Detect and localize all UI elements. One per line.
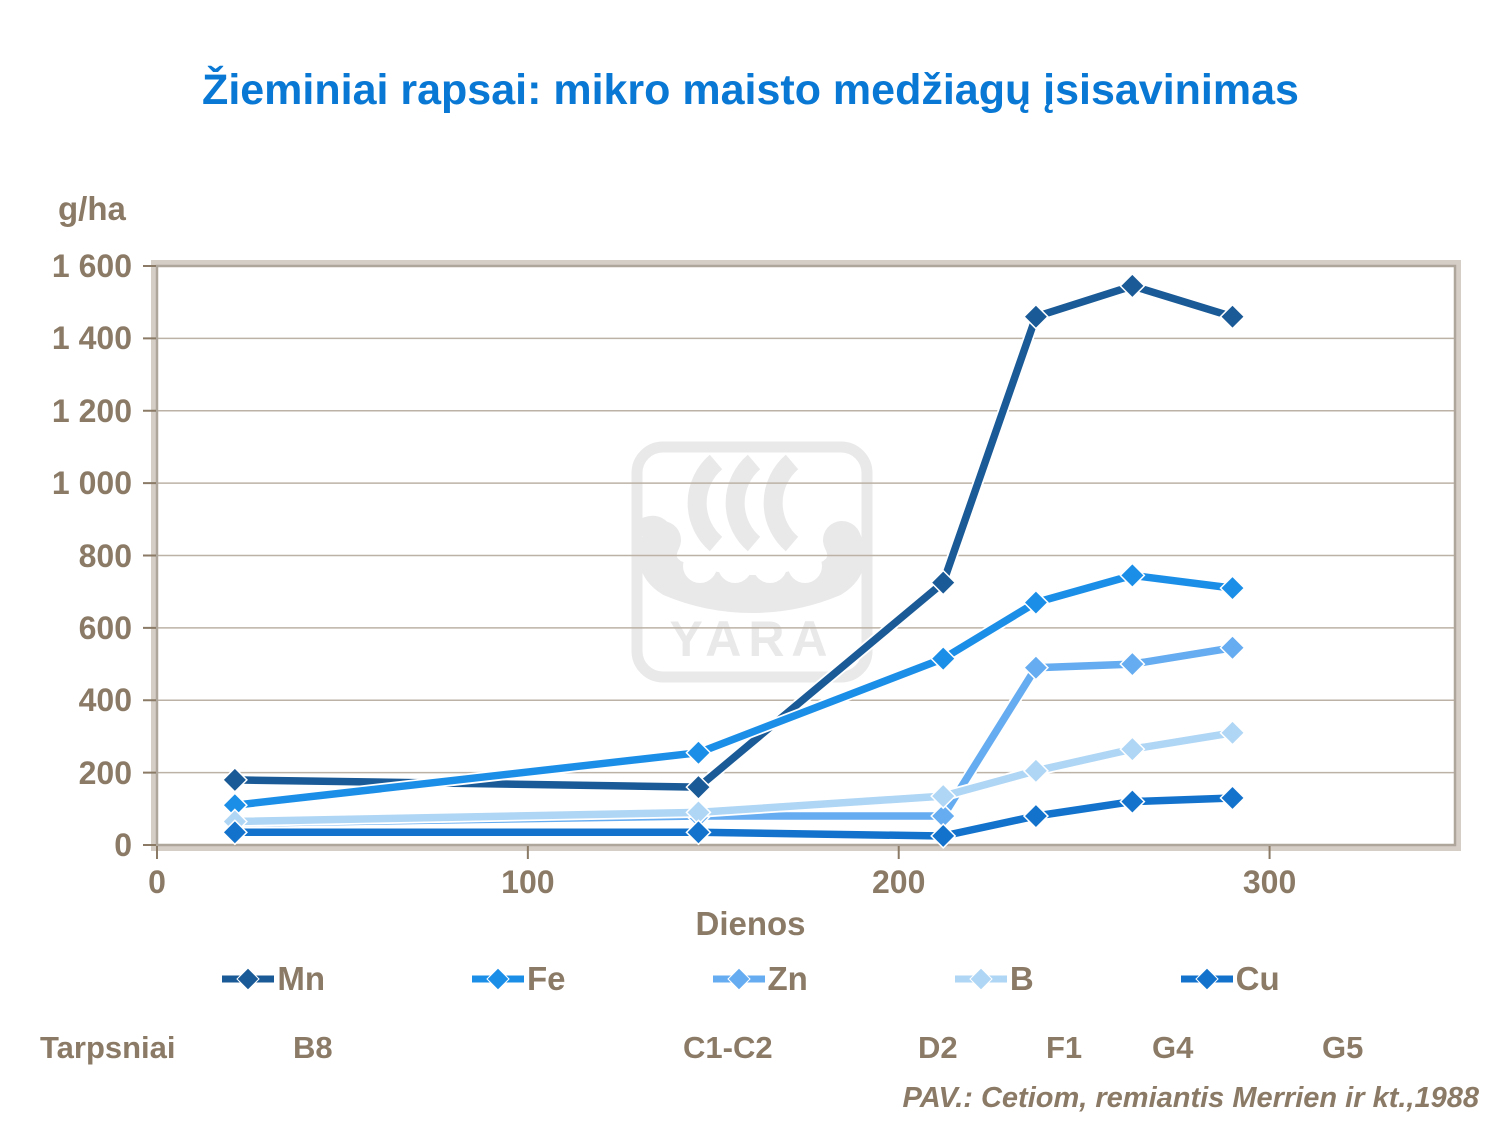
data-point-marker-mn bbox=[685, 774, 712, 801]
x-tick-label: 100 bbox=[501, 864, 555, 900]
y-tick-label: 0 bbox=[114, 827, 132, 863]
legend-marker-icon bbox=[222, 967, 275, 991]
data-point-marker-b bbox=[221, 808, 248, 835]
series-line-fe bbox=[234, 571, 1233, 809]
legend-item-mn: Mn bbox=[221, 960, 325, 998]
y-tick-label: 600 bbox=[78, 609, 132, 646]
series-line-casing-cu bbox=[234, 792, 1233, 842]
legend-item-zn: Zn bbox=[712, 960, 808, 998]
watermark-frame bbox=[631, 441, 873, 683]
y-tick-label: 400 bbox=[78, 682, 132, 719]
x-axis-title: Dienos bbox=[695, 905, 806, 942]
legend-label: B bbox=[1009, 960, 1034, 997]
y-tick-label: 1 000 bbox=[51, 465, 132, 502]
series-line-mn bbox=[234, 282, 1234, 791]
stage-label-f1: F1 bbox=[1046, 1030, 1083, 1065]
y-tick-label: 800 bbox=[78, 537, 132, 574]
data-point-marker-zn bbox=[1022, 654, 1049, 681]
source-citation: PAV.: Cetiom, remiantis Merrien ir kt.,1… bbox=[902, 1082, 1479, 1114]
y-tick-label: 1 600 bbox=[51, 248, 132, 284]
stage-label-d2: D2 bbox=[918, 1030, 958, 1065]
y-tick-label: 200 bbox=[78, 754, 132, 791]
legend: Mn Fe Zn B Cu bbox=[0, 960, 1501, 998]
data-point-marker-cu bbox=[221, 819, 248, 846]
series-line-casing-mn bbox=[234, 280, 1235, 793]
stage-label-g4: G4 bbox=[1152, 1030, 1194, 1065]
data-point-marker-b bbox=[1119, 736, 1146, 763]
stage-row-caption: Tarpsniai bbox=[40, 1030, 176, 1065]
x-tick-label: 200 bbox=[872, 864, 926, 900]
legend-label: Fe bbox=[526, 960, 566, 997]
data-point-marker-cu bbox=[685, 819, 712, 846]
yara-watermark-text: YARA bbox=[669, 611, 834, 667]
data-point-marker-zn bbox=[221, 810, 248, 837]
legend-marker-icon bbox=[712, 967, 765, 991]
plot-frame bbox=[155, 264, 1457, 847]
data-point-marker-b bbox=[685, 799, 712, 826]
data-point-marker-zn bbox=[685, 802, 712, 830]
data-point-marker-b bbox=[1022, 757, 1049, 784]
data-point-marker-fe bbox=[1119, 562, 1146, 589]
viking-ship-icon bbox=[638, 454, 866, 614]
y-tick-label: 1 200 bbox=[51, 392, 132, 429]
legend-marker-icon bbox=[471, 967, 524, 991]
data-point-marker-zn bbox=[1219, 634, 1246, 661]
plot-frame-outer bbox=[151, 260, 1461, 851]
data-point-marker-mn bbox=[1219, 303, 1246, 330]
data-point-marker-b bbox=[1219, 719, 1246, 746]
stage-label-g5: G5 bbox=[1322, 1030, 1364, 1065]
data-point-marker-mn bbox=[221, 766, 248, 793]
series-line-casing-b bbox=[234, 727, 1234, 827]
y-axis-title: g/ha bbox=[58, 190, 126, 227]
data-point-marker-fe bbox=[1022, 589, 1049, 616]
data-point-marker-zn bbox=[930, 802, 957, 830]
x-tick-label: 0 bbox=[148, 864, 166, 900]
series-line-cu bbox=[234, 794, 1233, 840]
y-tick-label: 1 400 bbox=[51, 320, 132, 357]
data-point-marker-mn bbox=[1119, 272, 1146, 299]
data-point-marker-fe bbox=[930, 645, 957, 672]
data-point-marker-fe bbox=[685, 739, 712, 766]
data-point-marker-cu bbox=[1119, 788, 1146, 815]
data-point-marker-fe bbox=[221, 792, 248, 819]
data-point-marker-b bbox=[930, 783, 957, 810]
chart-title: Žieminiai rapsai: mikro maisto medžiagų … bbox=[202, 66, 1299, 114]
legend-marker-icon bbox=[954, 967, 1007, 991]
growth-stage-row: Tarpsniai B8 C1-C2 D2 F1 G4 G5 bbox=[0, 1030, 1501, 1070]
legend-marker-icon bbox=[1180, 967, 1233, 991]
data-point-marker-cu bbox=[1022, 802, 1049, 830]
legend-item-b: B bbox=[954, 960, 1034, 998]
data-point-marker-mn bbox=[1022, 303, 1049, 330]
legend-item-cu: Cu bbox=[1180, 960, 1280, 998]
series-line-zn bbox=[234, 644, 1234, 828]
series-line-b bbox=[234, 729, 1234, 826]
legend-item-fe: Fe bbox=[471, 960, 566, 998]
stage-label-c1-c2: C1-C2 bbox=[683, 1030, 773, 1065]
series-line-casing-fe bbox=[234, 569, 1234, 811]
data-point-marker-fe bbox=[1219, 575, 1246, 602]
stage-label-b8: B8 bbox=[293, 1030, 333, 1065]
data-point-marker-zn bbox=[1119, 651, 1146, 678]
series-line-casing-zn bbox=[234, 642, 1234, 829]
legend-label: Zn bbox=[767, 960, 808, 997]
legend-label: Mn bbox=[277, 960, 325, 997]
data-point-marker-cu bbox=[930, 822, 957, 850]
data-point-marker-cu bbox=[1219, 784, 1246, 812]
x-tick-label: 300 bbox=[1242, 864, 1297, 900]
data-point-marker-mn bbox=[930, 569, 957, 596]
legend-label: Cu bbox=[1235, 960, 1280, 997]
